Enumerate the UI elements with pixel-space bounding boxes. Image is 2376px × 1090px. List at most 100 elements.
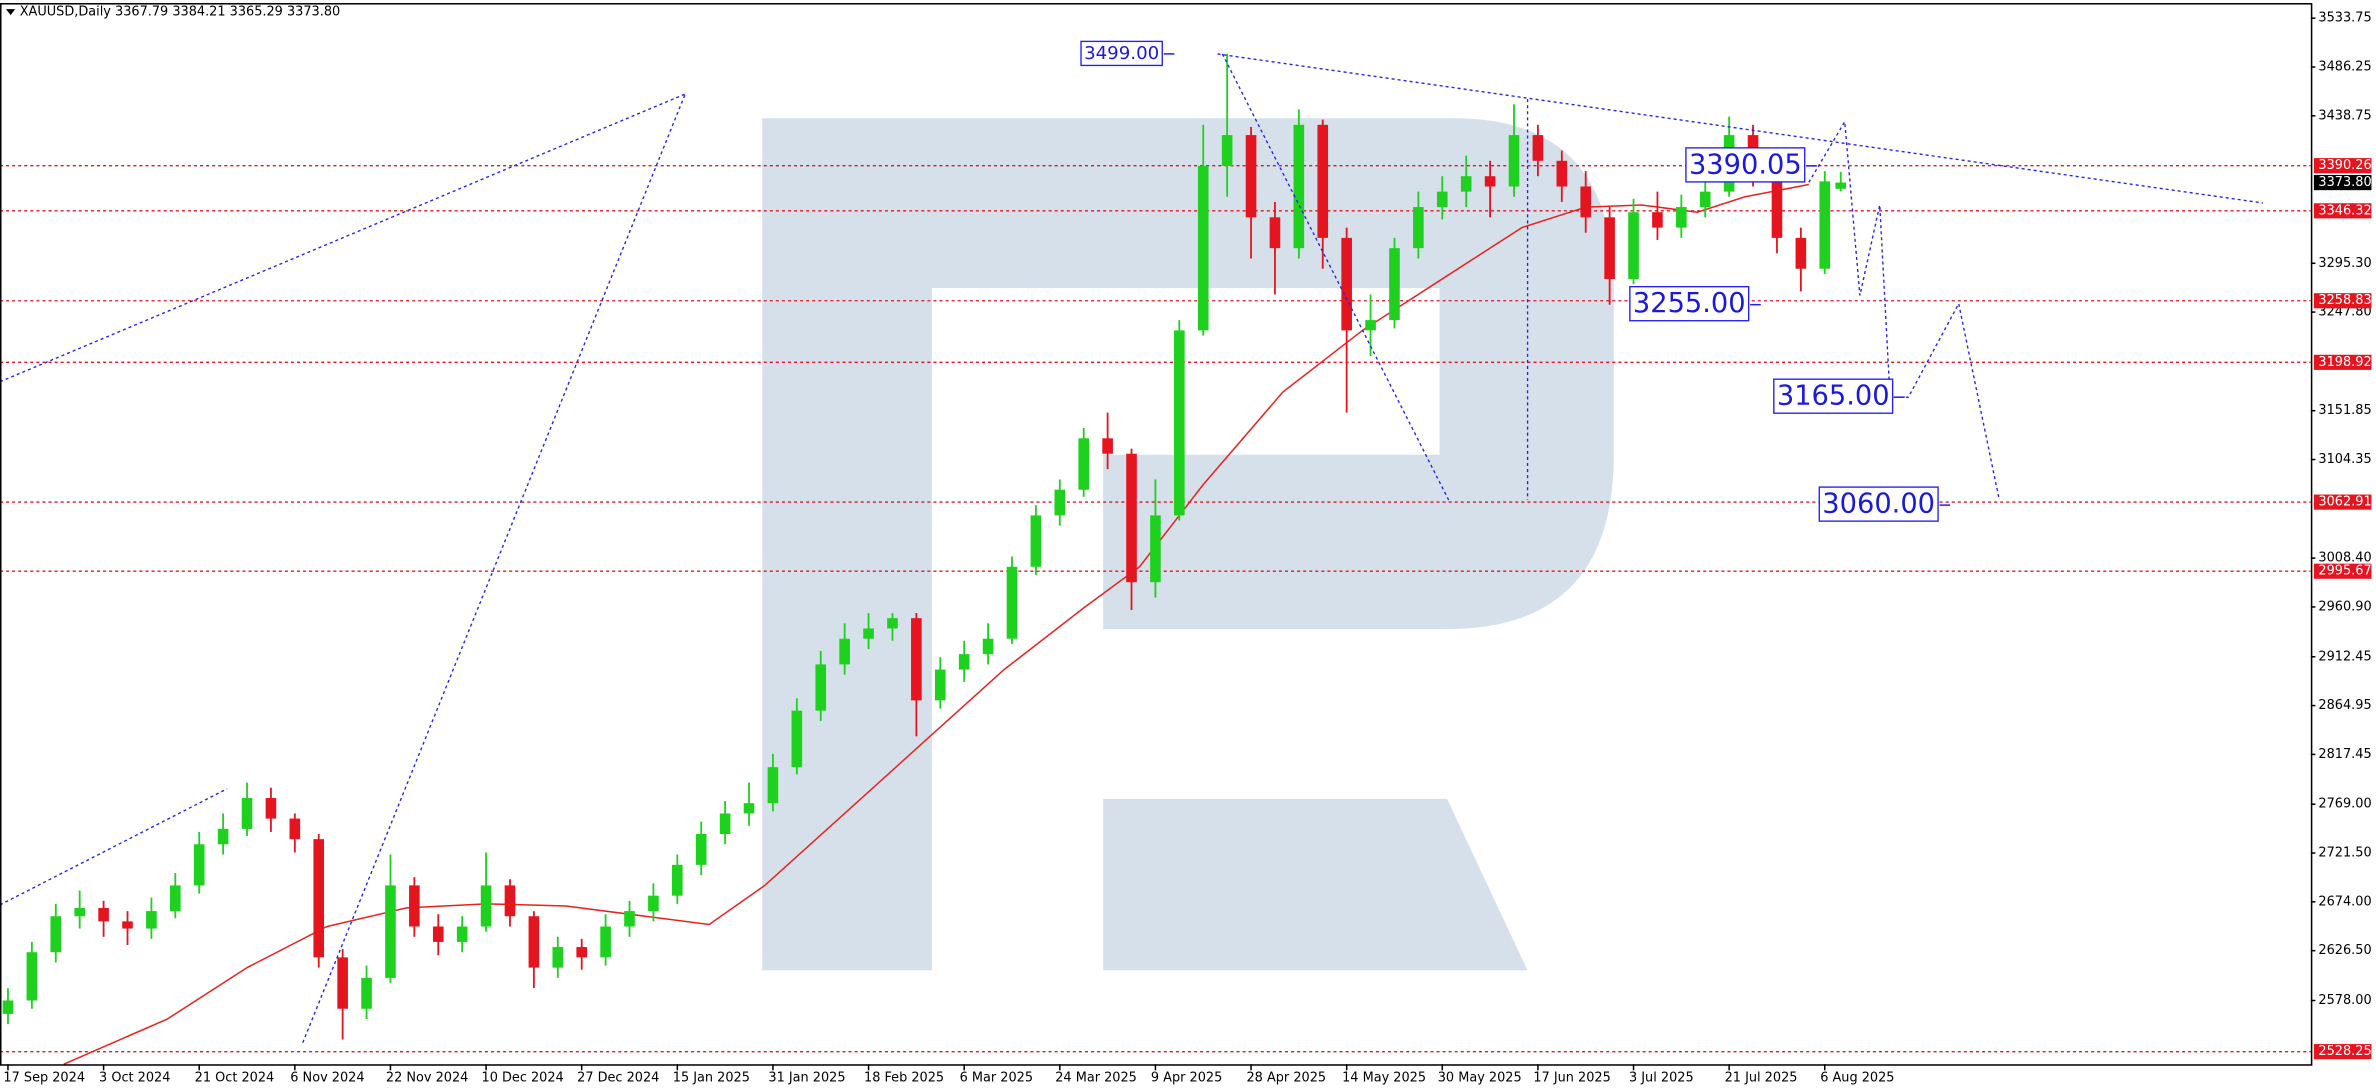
candle-body — [1580, 186, 1592, 218]
candle-body — [1126, 453, 1137, 583]
candle-body — [1102, 438, 1113, 454]
y-tick-label: 2721.50 — [2318, 846, 2371, 861]
level-label: 2528.25 — [2318, 1044, 2371, 1059]
candle-body — [528, 916, 540, 968]
x-tick-label: 14 May 2025 — [1342, 1070, 1426, 1085]
candle-body — [934, 669, 946, 701]
candle-body — [217, 828, 229, 845]
candle-body — [313, 839, 325, 958]
current-price-box — [2313, 175, 2372, 191]
candle-body — [1389, 248, 1400, 321]
candle-body — [672, 864, 683, 896]
watermark — [762, 118, 1614, 971]
candle-body — [26, 952, 38, 1001]
candle-body — [1556, 160, 1568, 187]
candle-body — [2, 1000, 14, 1014]
candle-body — [1676, 207, 1687, 228]
level-label: 3258.83 — [2318, 293, 2371, 308]
trendline — [1217, 53, 2264, 204]
trendline — [0, 93, 686, 383]
candle-body — [1699, 191, 1711, 208]
candle-body — [958, 654, 970, 670]
x-tick-label: 21 Oct 2024 — [195, 1070, 275, 1085]
candle-body — [600, 926, 611, 958]
candle-body — [839, 638, 850, 665]
level-label: 3390.26 — [2318, 158, 2371, 173]
candle-body — [695, 834, 707, 865]
annotation-box — [1080, 40, 1163, 67]
x-tick-label: 21 Jul 2025 — [1725, 1070, 1798, 1085]
x-tick-label: 15 Jan 2025 — [673, 1070, 750, 1085]
candle-body — [1532, 135, 1544, 161]
level-label: 2995.67 — [2318, 564, 2371, 579]
y-tick-label: 3486.25 — [2318, 60, 2371, 75]
y-tick-label: 2864.95 — [2318, 698, 2371, 713]
y-tick-label: 3151.85 — [2318, 403, 2371, 418]
y-tick-label: 3247.80 — [2318, 305, 2371, 320]
x-tick-label: 24 Mar 2025 — [1055, 1070, 1137, 1085]
level-label-box — [2313, 563, 2372, 579]
level-label-box — [2313, 158, 2372, 174]
annotation-label: 3060.00 — [1822, 489, 1935, 520]
x-tick-label: 17 Jun 2025 — [1533, 1070, 1610, 1085]
candle-body — [767, 767, 779, 804]
logo-r — [762, 118, 1614, 971]
y-tick-label: 2960.90 — [2318, 599, 2371, 614]
candle-body — [170, 885, 181, 912]
candle-body — [1293, 124, 1305, 249]
annotation-box — [1818, 486, 1939, 522]
x-tick-label: 17 Sep 2024 — [3, 1070, 85, 1085]
candle-body — [50, 916, 62, 953]
x-tick-label: 31 Jan 2025 — [768, 1070, 845, 1085]
y-tick-label: 2912.45 — [2318, 649, 2371, 664]
y-tick-label: 3008.40 — [2318, 551, 2371, 566]
trendline — [0, 788, 228, 906]
candle-body — [480, 885, 492, 927]
x-tick-label: 3 Oct 2024 — [99, 1070, 170, 1085]
candle-body — [1006, 566, 1018, 639]
header-icon — [6, 9, 16, 16]
level-label-box — [2313, 293, 2372, 309]
candle-body — [289, 818, 301, 840]
candle-body — [432, 926, 444, 942]
candle-body — [385, 885, 396, 978]
level-label: 3062.91 — [2318, 495, 2371, 510]
candle-body — [791, 710, 803, 768]
candle-body — [1221, 135, 1233, 166]
candle-body — [911, 618, 922, 701]
candle-body — [982, 638, 994, 655]
candle-body — [1030, 515, 1042, 567]
candle-body — [1197, 165, 1209, 331]
candle-body — [743, 803, 755, 814]
y-tick-label: 2578.00 — [2318, 993, 2371, 1008]
x-tick-label: 6 Mar 2025 — [960, 1070, 1033, 1085]
candle-body — [552, 947, 564, 968]
x-tick-label: 9 Apr 2025 — [1151, 1070, 1222, 1085]
candle-body — [98, 908, 109, 922]
annotation-box — [1773, 378, 1894, 414]
y-tick-label: 3438.75 — [2318, 108, 2371, 123]
candle-body — [576, 947, 587, 958]
y-tick-label: 2626.50 — [2318, 943, 2371, 958]
candle-body — [122, 921, 133, 929]
candle-body — [265, 798, 277, 819]
annotation-label: 3390.05 — [1689, 149, 1802, 180]
candle-body — [1317, 124, 1329, 238]
x-tick-label: 22 Nov 2024 — [386, 1070, 468, 1085]
x-tick-label: 10 Dec 2024 — [482, 1070, 564, 1085]
x-tick-label: 30 May 2025 — [1438, 1070, 1522, 1085]
candle-body — [1245, 135, 1257, 218]
candle-body — [241, 798, 253, 829]
current-price-label: 3373.80 — [2318, 175, 2371, 190]
x-tick-label: 27 Dec 2024 — [577, 1070, 659, 1085]
candle-body — [1460, 176, 1472, 192]
annotation-label: 3499.00 — [1084, 43, 1159, 64]
candle-body — [1365, 320, 1376, 331]
plot — [0, 53, 2311, 1065]
trendline — [1808, 119, 2000, 501]
candle-body — [1819, 181, 1831, 269]
candle-body — [1652, 212, 1663, 228]
y-tick-label: 2674.00 — [2318, 894, 2371, 909]
candle-body — [1269, 217, 1281, 249]
